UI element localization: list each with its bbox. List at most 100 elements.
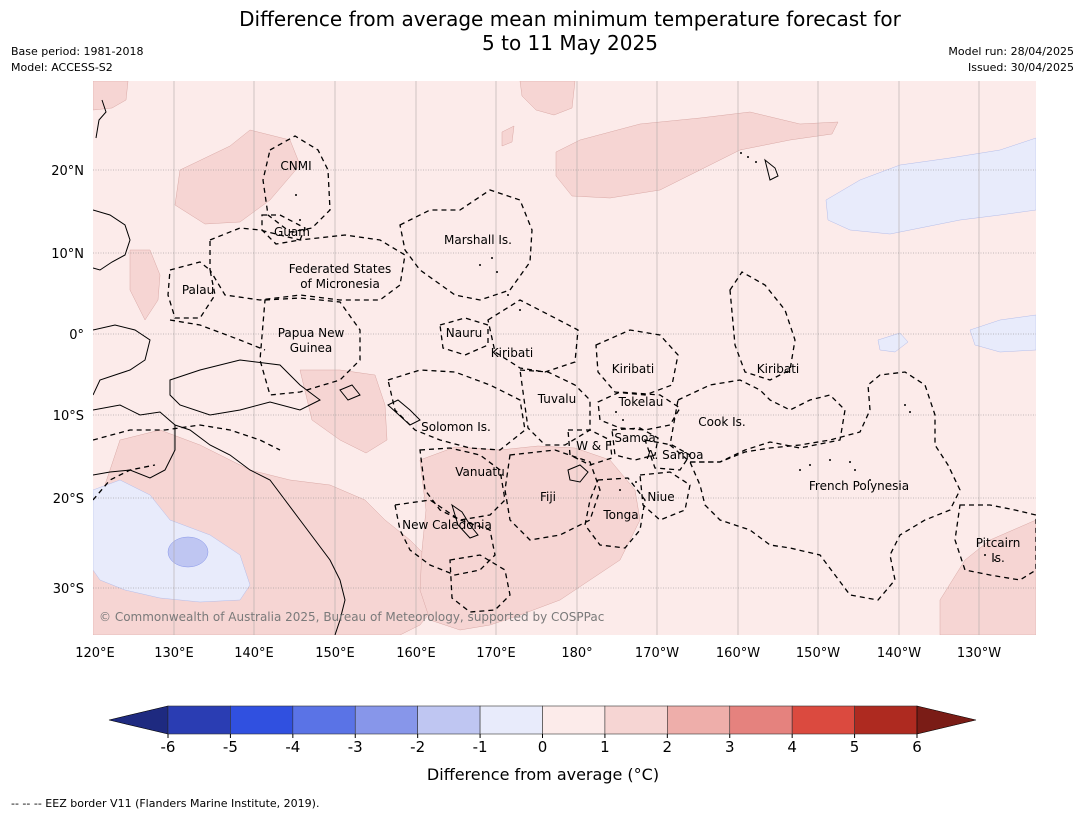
eez-kiribati-phoenix	[595, 329, 679, 396]
lon-label-120e: 120°E	[75, 646, 115, 661]
eez-kiribati-line	[729, 271, 796, 381]
eez-new-caledonia	[394, 499, 496, 576]
title-line-1: Difference from average mean minimum tem…	[239, 7, 901, 31]
coast-australia-north	[93, 404, 176, 479]
colorbar-box	[167, 705, 231, 735]
label-kiribati-east: Kiribati	[757, 362, 799, 376]
latitude-gridlines	[93, 169, 1036, 589]
colorbar-under-arrow	[108, 705, 169, 735]
colorbar-box	[729, 705, 793, 735]
lat-label-20s: 20°S	[53, 492, 84, 507]
base-period: Base period: 1981-2018	[11, 45, 144, 58]
lat-label-10n: 10°N	[51, 247, 84, 262]
label-tonga: Tonga	[602, 508, 638, 522]
lon-label-170e: 170°E	[476, 646, 516, 661]
colorbar-ticks: -6 -5 -4 -3 -2 -1 0 1 2 3 4 5 6	[161, 734, 922, 756]
copyright-notice: © Commonwealth of Australia 2025, Bureau…	[99, 610, 604, 624]
label-fsm-line2: of Micronesia	[300, 277, 380, 291]
eez-borders	[93, 135, 1036, 613]
colorbar-box	[230, 705, 294, 735]
label-cnmi: CNMI	[280, 159, 311, 173]
label-png-line1: Papua New	[278, 326, 345, 340]
label-png-line2: Guinea	[290, 341, 333, 355]
coast-new-britain	[339, 384, 361, 401]
meta-left: Base period: 1981-2018 Model: ACCESS-S2	[11, 44, 143, 76]
eez-samoa	[611, 427, 659, 461]
lon-label-160e: 160°E	[396, 646, 436, 661]
coast-taiwan	[95, 99, 107, 139]
coast-new-guinea	[169, 359, 321, 416]
eez-tonga	[584, 477, 646, 549]
lat-label-0: 0°	[69, 328, 84, 343]
label-niue: Niue	[647, 490, 674, 504]
coast-indonesia	[93, 324, 151, 396]
lon-label-140e: 140°E	[234, 646, 274, 661]
map-area: © Commonwealth of Australia 2025, Bureau…	[93, 81, 1036, 635]
lon-label-130e: 130°E	[154, 646, 194, 661]
colorbar-box	[542, 705, 606, 735]
colorbar-box	[479, 705, 543, 735]
eez-palau	[167, 261, 216, 319]
eez-french-polynesia	[689, 371, 961, 601]
lon-label-160w: 160°W	[716, 646, 760, 661]
colorbar-tick-label: -6	[161, 738, 176, 756]
colorbar-over-arrow	[916, 705, 977, 735]
label-pitcairn-line2: Is.	[991, 551, 1005, 565]
colorbar-tick-label: -3	[348, 738, 363, 756]
coast-australia-east	[174, 424, 346, 635]
label-guam: Guam	[274, 225, 310, 239]
colorbar-box	[417, 705, 481, 735]
label-cook: Cook Is.	[698, 415, 745, 429]
label-solomon: Solomon Is.	[421, 420, 491, 434]
region-labels: CNMI Guam Marshall Is. Federated States …	[182, 159, 1020, 565]
colorbar-boxes	[167, 705, 918, 735]
lat-label-20n: 20°N	[51, 164, 84, 179]
label-wallis: W & F	[576, 439, 612, 453]
colorbar-tick-label: 2	[663, 738, 673, 756]
label-samoa: Samoa	[614, 431, 655, 445]
label-french-polynesia: French Polynesia	[809, 479, 909, 493]
eez-tokelau	[597, 391, 681, 431]
coast-philippines	[93, 209, 131, 271]
colorbar-tick-label: 3	[725, 738, 735, 756]
coast-new-caledonia	[451, 503, 479, 539]
label-nauru: Nauru	[446, 326, 482, 340]
eez-asamoa	[644, 439, 691, 471]
small-islands	[295, 152, 996, 561]
label-pitcairn-line1: Pitcairn	[976, 536, 1021, 550]
colorbar-tick-label: 4	[787, 738, 797, 756]
eez-australia-west	[93, 464, 156, 501]
colorbar-box	[854, 705, 918, 735]
eez-footnote: -- -- -- EEZ border V11 (Flanders Marine…	[11, 797, 320, 810]
meta-right: Model run: 28/04/2025 Issued: 30/04/2025	[948, 44, 1074, 76]
colorbar-tick-label: -5	[223, 738, 238, 756]
label-kiribati-west: Kiribati	[491, 346, 533, 360]
colorbar-box	[667, 705, 731, 735]
eez-fiji	[504, 449, 601, 541]
eez-niue	[639, 471, 691, 521]
coastlines	[93, 99, 779, 635]
map-title: Difference from average mean minimum tem…	[0, 7, 1085, 55]
colorbar-box	[292, 705, 356, 735]
colorbar-tick-label: -4	[285, 738, 300, 756]
lon-label-170w: 170°W	[635, 646, 679, 661]
model-name: Model: ACCESS-S2	[11, 61, 113, 74]
lon-label-150w: 150°W	[796, 646, 840, 661]
colorbar-tick-label: 1	[600, 738, 610, 756]
eez-png	[259, 297, 361, 396]
longitude-gridlines	[173, 81, 980, 635]
title-line-2: 5 to 11 May 2025	[482, 31, 658, 55]
eez-vanuatu	[419, 447, 506, 521]
eez-fsm	[209, 227, 406, 301]
lon-label-180: 180°	[561, 646, 592, 661]
lon-label-150e: 150°E	[315, 646, 355, 661]
label-tokelau: Tokelau	[618, 395, 664, 409]
colorbar-tick-label: -1	[473, 738, 488, 756]
label-vanuatu: Vanuatu	[455, 465, 505, 479]
eez-nauru	[439, 317, 489, 356]
latitude-labels: 20°N 10°N 0° 10°S 20°S 30°S	[51, 164, 84, 597]
model-run: Model run: 28/04/2025	[948, 45, 1074, 58]
colorbar-box	[791, 705, 855, 735]
colorbar-tick-label: 6	[912, 738, 922, 756]
colorbar-box	[354, 705, 418, 735]
